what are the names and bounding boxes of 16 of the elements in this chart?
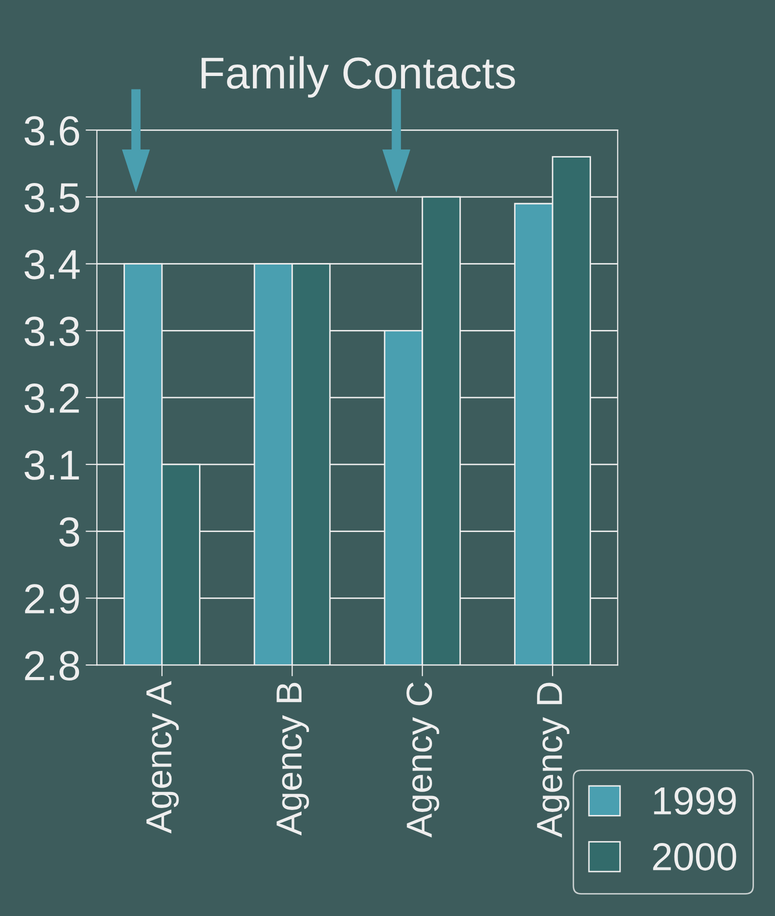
chart-title: Family Contacts (202, 56, 515, 98)
y-tick-label: 3.2 (24, 384, 79, 414)
y-tick-label: 3.1 (24, 450, 79, 480)
y-tick-label: 3.4 (24, 250, 80, 280)
y-tick-label: 3.6 (24, 116, 80, 146)
x-tick-label: Agency D (537, 682, 570, 838)
x-tick-label: Agency A (146, 681, 179, 834)
y-tick-label: 3 (59, 517, 80, 547)
legend-label: 2000 (653, 843, 736, 871)
x-tick-label: Agency C (406, 682, 440, 838)
y-tick-label: 3.5 (24, 182, 80, 212)
y-tick-label: 2.8 (25, 651, 80, 681)
x-tick-label: Agency B (276, 682, 310, 836)
legend-label: 1999 (654, 787, 736, 815)
y-tick-label: 3.3 (24, 316, 80, 346)
y-tick-label: 2.9 (25, 584, 79, 614)
